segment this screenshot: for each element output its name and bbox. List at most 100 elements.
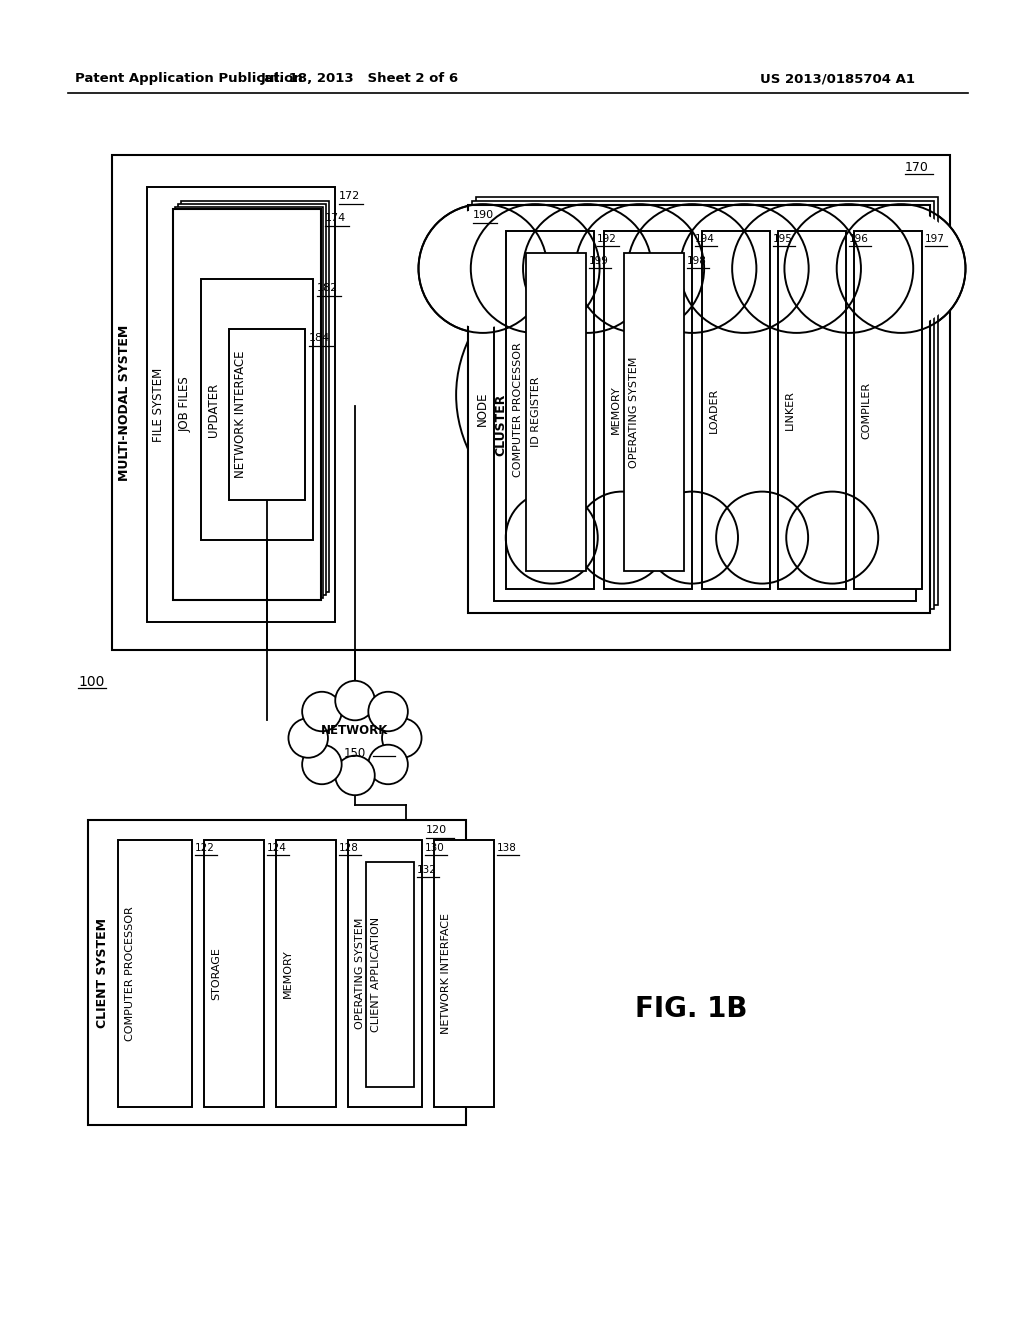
Circle shape [720, 495, 805, 579]
Text: 130: 130 [425, 843, 444, 853]
Text: 192: 192 [597, 234, 616, 244]
Bar [147, 187, 335, 622]
Text: 184: 184 [309, 333, 331, 343]
Bar [204, 840, 264, 1107]
Bar [854, 231, 922, 589]
Text: MEMORY: MEMORY [283, 949, 293, 998]
Text: ID REGISTER: ID REGISTER [531, 376, 541, 447]
Text: CLIENT SYSTEM: CLIENT SYSTEM [95, 917, 109, 1027]
Text: OPERATING SYSTEM: OPERATING SYSTEM [355, 917, 365, 1030]
Bar [201, 279, 313, 540]
Circle shape [790, 495, 874, 579]
Circle shape [528, 210, 647, 327]
Circle shape [580, 495, 665, 579]
Bar [468, 205, 930, 612]
Bar [348, 840, 422, 1107]
Circle shape [369, 744, 408, 784]
Bar [276, 840, 336, 1107]
Text: LINKER: LINKER [785, 391, 795, 430]
Circle shape [790, 210, 908, 327]
Bar [702, 231, 770, 589]
Text: 100: 100 [78, 675, 104, 689]
Text: FILE SYSTEM: FILE SYSTEM [153, 367, 166, 442]
Circle shape [523, 205, 652, 333]
Circle shape [424, 210, 542, 327]
Bar [604, 231, 692, 589]
Text: NETWORK INTERFACE: NETWORK INTERFACE [234, 351, 248, 478]
Circle shape [646, 491, 738, 583]
Circle shape [786, 491, 879, 583]
Circle shape [506, 491, 598, 583]
Bar [88, 820, 466, 1125]
Circle shape [316, 700, 394, 777]
Bar [778, 231, 846, 589]
Text: 172: 172 [339, 191, 360, 201]
Text: 128: 128 [339, 843, 358, 853]
Bar [476, 197, 938, 605]
Text: FIG. 1B: FIG. 1B [635, 995, 748, 1023]
Circle shape [784, 205, 913, 333]
Text: CLIENT APPLICATION: CLIENT APPLICATION [371, 917, 381, 1032]
Circle shape [335, 681, 375, 721]
Circle shape [633, 210, 752, 327]
Text: JOB FILES: JOB FILES [178, 376, 191, 433]
Text: 124: 124 [267, 843, 287, 853]
Text: STORAGE: STORAGE [211, 946, 221, 1001]
Text: CLUSTER: CLUSTER [495, 393, 507, 457]
Circle shape [575, 491, 668, 583]
Text: UPDATER: UPDATER [207, 383, 219, 437]
Circle shape [685, 210, 804, 327]
Circle shape [382, 718, 422, 758]
Text: Jul. 18, 2013   Sheet 2 of 6: Jul. 18, 2013 Sheet 2 of 6 [261, 73, 459, 84]
Circle shape [369, 692, 408, 731]
Text: Patent Application Publication: Patent Application Publication [75, 73, 303, 84]
Text: COMPILER: COMPILER [861, 381, 871, 438]
Text: 198: 198 [687, 256, 707, 267]
Text: NETWORK: NETWORK [322, 723, 389, 737]
Circle shape [335, 755, 375, 795]
Circle shape [680, 205, 809, 333]
Text: 120: 120 [426, 825, 447, 836]
Circle shape [581, 210, 699, 327]
Text: 182: 182 [317, 282, 338, 293]
Circle shape [289, 718, 328, 758]
Text: COMPUTER PROCESSOR: COMPUTER PROCESSOR [513, 343, 523, 478]
Text: 170: 170 [905, 161, 929, 174]
Text: 190: 190 [473, 210, 495, 220]
Bar [434, 840, 494, 1107]
Circle shape [649, 495, 734, 579]
Bar [175, 207, 323, 598]
Text: 150: 150 [344, 747, 367, 760]
Text: 132: 132 [417, 865, 437, 875]
Text: 138: 138 [497, 843, 517, 853]
Text: 174: 174 [325, 213, 346, 223]
Circle shape [509, 495, 594, 579]
Circle shape [628, 205, 757, 333]
Text: COMPUTER PROCESSOR: COMPUTER PROCESSOR [125, 906, 135, 1041]
Bar [229, 329, 305, 500]
Circle shape [837, 205, 966, 333]
Circle shape [575, 205, 705, 333]
Text: NODE: NODE [475, 392, 488, 426]
Bar [494, 219, 916, 601]
Text: MEMORY: MEMORY [611, 385, 621, 434]
Bar [173, 209, 321, 601]
Circle shape [302, 692, 342, 731]
Circle shape [302, 744, 342, 784]
Text: 199: 199 [589, 256, 609, 267]
Circle shape [732, 205, 861, 333]
Text: OPERATING SYSTEM: OPERATING SYSTEM [629, 356, 639, 467]
Bar [366, 862, 414, 1086]
Bar [181, 201, 329, 591]
Bar [472, 201, 934, 609]
Bar [526, 253, 586, 572]
Text: 197: 197 [925, 234, 945, 244]
Text: MULTI-NODAL SYSTEM: MULTI-NODAL SYSTEM [119, 325, 131, 480]
Circle shape [737, 210, 856, 327]
Bar [506, 231, 594, 589]
Bar [112, 154, 950, 649]
Bar [624, 253, 684, 572]
Circle shape [419, 205, 547, 333]
Text: LOADER: LOADER [709, 387, 719, 433]
Text: 195: 195 [773, 234, 793, 244]
